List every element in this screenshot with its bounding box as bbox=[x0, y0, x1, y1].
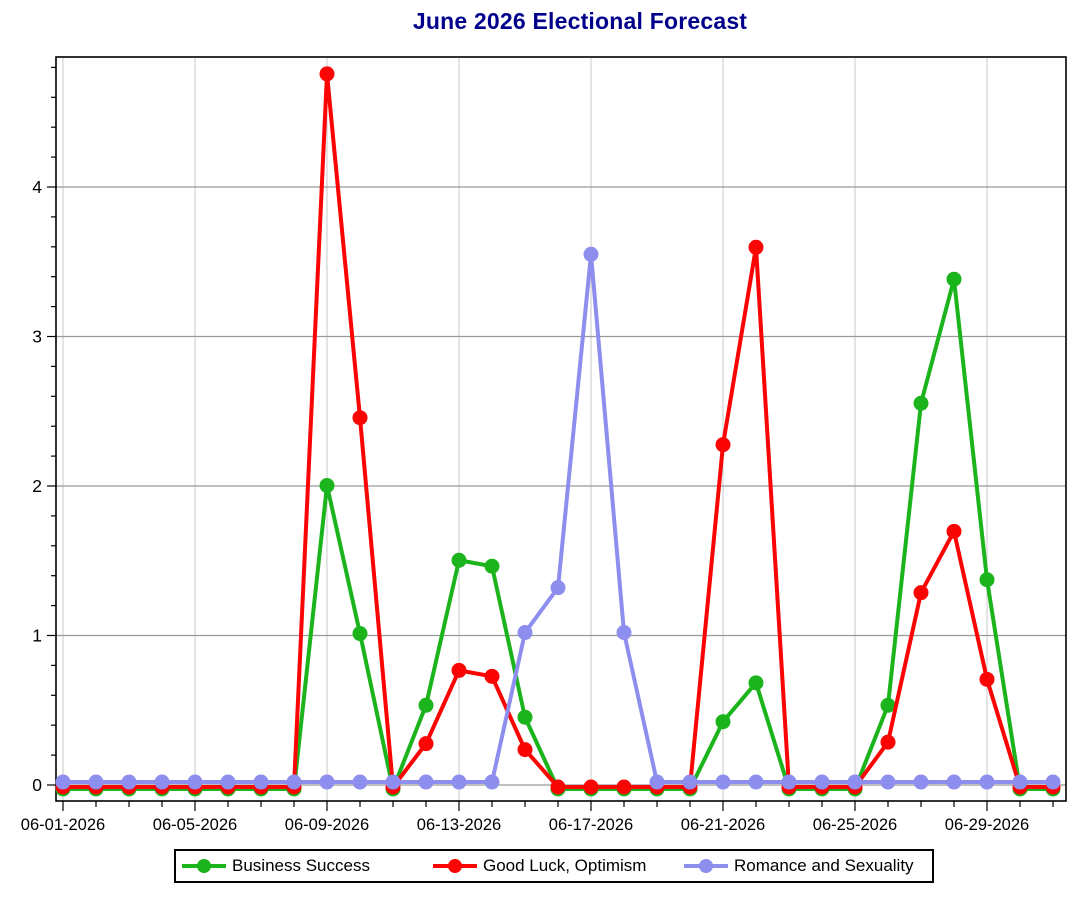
x-tick-label: 06-05-2026 bbox=[153, 816, 237, 834]
data-point bbox=[154, 774, 170, 790]
data-point bbox=[418, 697, 434, 713]
data-point bbox=[451, 774, 467, 790]
data-point bbox=[583, 246, 599, 262]
data-point bbox=[517, 625, 533, 641]
data-point bbox=[979, 671, 995, 687]
series-romance-and-sexuality bbox=[55, 246, 1061, 790]
data-point bbox=[1045, 774, 1061, 790]
x-tick-label: 06-17-2026 bbox=[549, 816, 633, 834]
data-point bbox=[55, 774, 71, 790]
romance-line-swatch-icon bbox=[684, 859, 728, 873]
data-point bbox=[880, 734, 896, 750]
data-point bbox=[682, 774, 698, 790]
data-point bbox=[319, 66, 335, 82]
x-axis: 06-01-2026 06-05-2026 06-09-2026 06-13-2026… bbox=[21, 801, 1054, 834]
y-tick-label: 2 bbox=[32, 476, 42, 496]
y-tick-label: 4 bbox=[32, 177, 42, 197]
data-point bbox=[253, 774, 269, 790]
data-point bbox=[187, 774, 203, 790]
x-tick-label: 06-25-2026 bbox=[813, 816, 897, 834]
data-point bbox=[847, 774, 863, 790]
data-point bbox=[880, 697, 896, 713]
data-point bbox=[385, 774, 401, 790]
data-point bbox=[319, 774, 335, 790]
data-point bbox=[748, 774, 764, 790]
data-point bbox=[220, 774, 236, 790]
data-point bbox=[946, 271, 962, 287]
data-point bbox=[418, 774, 434, 790]
data-point bbox=[418, 736, 434, 752]
legend: Business Success Good Luck, Optimism Rom… bbox=[174, 849, 934, 883]
data-point bbox=[352, 410, 368, 426]
data-point bbox=[946, 774, 962, 790]
data-point bbox=[946, 523, 962, 539]
data-point bbox=[880, 774, 896, 790]
series-business-success bbox=[55, 271, 1061, 797]
data-point bbox=[517, 742, 533, 758]
y-tick-label: 3 bbox=[32, 327, 42, 347]
x-tick-label: 06-21-2026 bbox=[681, 816, 765, 834]
x-tick-label: 06-01-2026 bbox=[21, 816, 105, 834]
data-point bbox=[979, 572, 995, 588]
x-tick-label: 06-09-2026 bbox=[285, 816, 369, 834]
data-point bbox=[715, 437, 731, 453]
romance-marker-icon bbox=[699, 859, 713, 873]
data-point bbox=[913, 585, 929, 601]
data-point bbox=[88, 774, 104, 790]
data-point bbox=[649, 774, 665, 790]
data-point bbox=[451, 552, 467, 568]
legend-label: Business Success bbox=[232, 856, 370, 875]
legend-item-romance-sexuality: Romance and Sexuality bbox=[678, 856, 929, 876]
data-point bbox=[550, 779, 566, 795]
good-luck-marker-icon bbox=[448, 859, 462, 873]
data-point bbox=[781, 774, 797, 790]
business-success-marker-icon bbox=[197, 859, 211, 873]
data-point bbox=[451, 662, 467, 678]
data-point bbox=[286, 774, 302, 790]
data-point bbox=[352, 626, 368, 642]
horizontal-gridlines bbox=[56, 186, 1066, 786]
data-point bbox=[484, 558, 500, 574]
data-point bbox=[1012, 774, 1028, 790]
data-point bbox=[484, 774, 500, 790]
data-point bbox=[550, 580, 566, 596]
legend-item-good-luck-optimism: Good Luck, Optimism bbox=[427, 856, 678, 876]
data-point bbox=[913, 395, 929, 411]
data-point bbox=[616, 625, 632, 641]
plot-border bbox=[55, 56, 1067, 802]
x-tick-label: 06-29-2026 bbox=[945, 816, 1029, 834]
y-tick-label: 1 bbox=[32, 626, 42, 646]
data-point bbox=[913, 774, 929, 790]
business-success-line-swatch-icon bbox=[182, 859, 226, 873]
data-point bbox=[814, 774, 830, 790]
data-point bbox=[715, 714, 731, 730]
data-point bbox=[319, 478, 335, 494]
x-tick-label: 06-13-2026 bbox=[417, 816, 501, 834]
data-point bbox=[517, 709, 533, 725]
legend-label: Romance and Sexuality bbox=[734, 856, 914, 875]
legend-label: Good Luck, Optimism bbox=[483, 856, 647, 875]
data-point bbox=[748, 239, 764, 255]
data-point bbox=[616, 779, 632, 795]
chart-title: June 2026 Electional Forecast bbox=[412, 8, 748, 34]
data-point bbox=[715, 774, 731, 790]
series-good-luck-optimism bbox=[55, 66, 1061, 795]
y-axis: 0 1 2 3 4 bbox=[32, 66, 56, 795]
data-point bbox=[979, 774, 995, 790]
data-point bbox=[583, 779, 599, 795]
good-luck-line-swatch-icon bbox=[433, 859, 477, 873]
data-point bbox=[121, 774, 137, 790]
y-tick-label: 0 bbox=[32, 775, 42, 795]
legend-item-business-success: Business Success bbox=[176, 856, 427, 876]
data-point bbox=[748, 675, 764, 691]
data-point bbox=[484, 668, 500, 684]
data-point bbox=[352, 774, 368, 790]
vertical-gridlines bbox=[62, 57, 988, 801]
